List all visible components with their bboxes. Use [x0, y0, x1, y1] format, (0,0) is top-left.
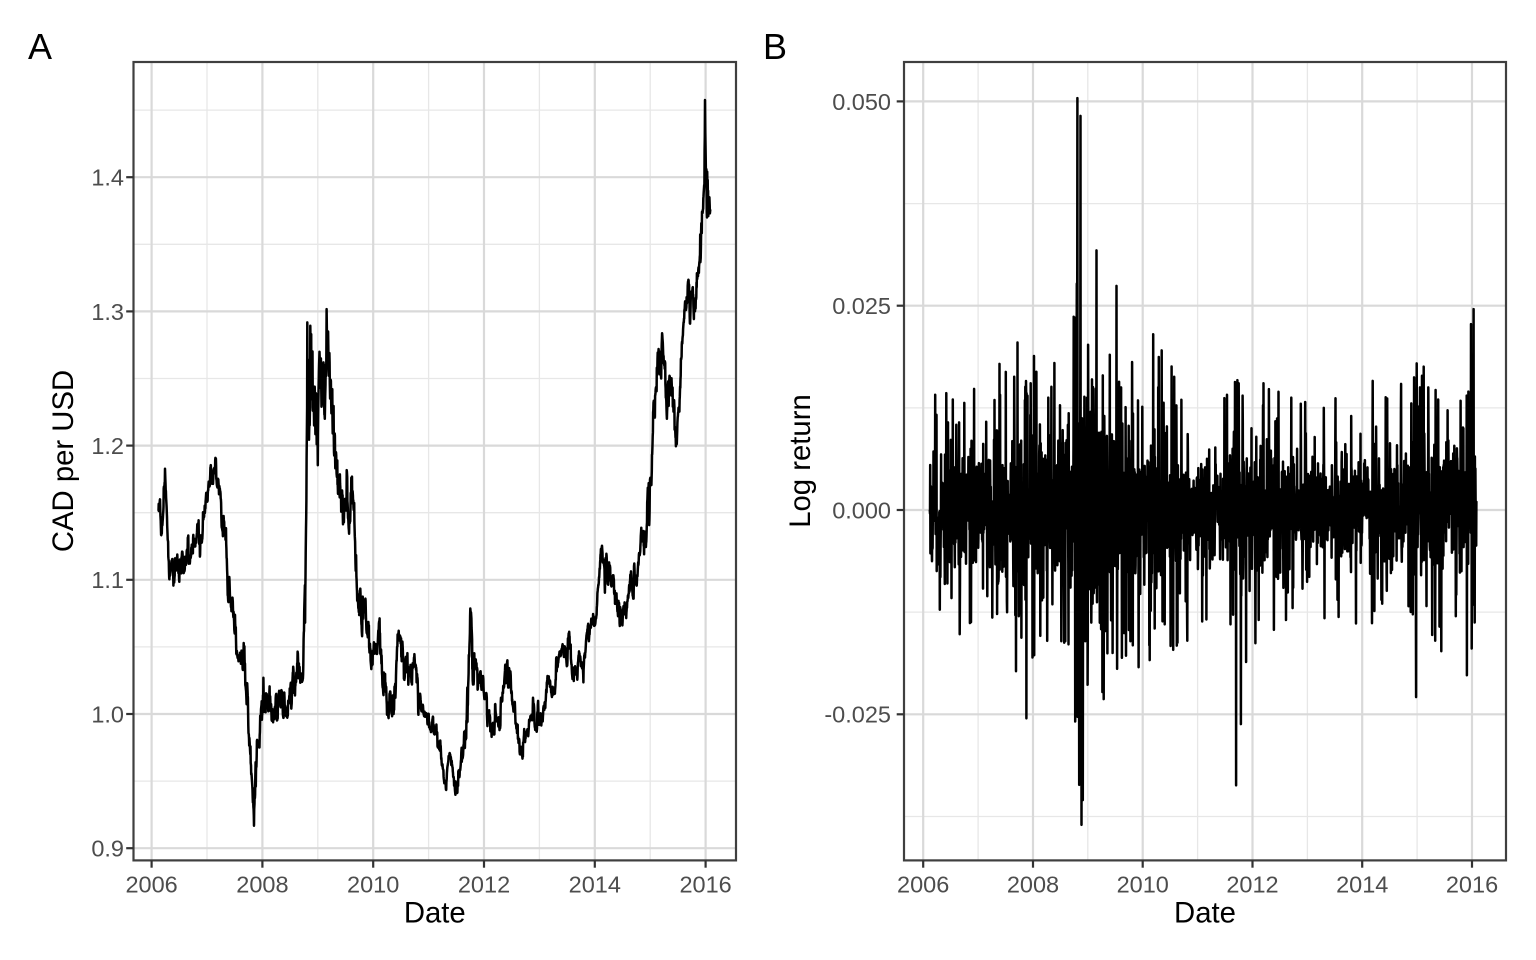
svg-text:2008: 2008 — [236, 872, 288, 898]
svg-text:Date: Date — [1174, 896, 1236, 929]
svg-text:2014: 2014 — [1336, 872, 1388, 898]
svg-text:-0.025: -0.025 — [824, 702, 891, 728]
svg-text:1.0: 1.0 — [91, 701, 124, 727]
svg-text:0.025: 0.025 — [832, 293, 891, 319]
svg-text:2012: 2012 — [1226, 872, 1278, 898]
svg-text:2006: 2006 — [125, 872, 177, 898]
svg-text:1.1: 1.1 — [91, 567, 124, 593]
svg-text:2006: 2006 — [897, 872, 949, 898]
svg-text:2010: 2010 — [347, 872, 399, 898]
svg-text:1.3: 1.3 — [91, 299, 124, 325]
svg-text:CAD per USD: CAD per USD — [47, 370, 80, 552]
svg-text:2012: 2012 — [458, 872, 510, 898]
svg-text:B: B — [763, 26, 787, 67]
svg-text:Date: Date — [404, 896, 466, 929]
svg-text:0.000: 0.000 — [832, 497, 891, 523]
svg-text:2016: 2016 — [679, 872, 731, 898]
svg-text:0.9: 0.9 — [91, 836, 124, 862]
svg-text:0.050: 0.050 — [832, 89, 891, 115]
svg-text:2008: 2008 — [1007, 872, 1059, 898]
svg-text:1.4: 1.4 — [91, 165, 124, 191]
svg-text:A: A — [28, 26, 52, 67]
svg-text:2016: 2016 — [1446, 872, 1498, 898]
svg-text:1.2: 1.2 — [91, 433, 124, 459]
svg-text:2010: 2010 — [1117, 872, 1169, 898]
svg-text:2014: 2014 — [569, 872, 621, 898]
svg-text:Log return: Log return — [784, 394, 817, 528]
